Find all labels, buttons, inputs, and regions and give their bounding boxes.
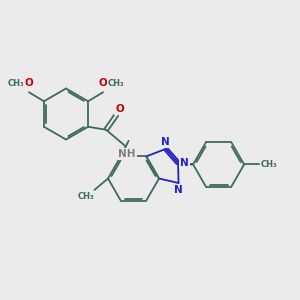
Text: N: N (174, 184, 183, 195)
Text: N: N (161, 137, 170, 147)
Text: CH₃: CH₃ (78, 192, 94, 201)
Text: CH₃: CH₃ (8, 79, 25, 88)
Text: N: N (180, 158, 189, 168)
Text: O: O (25, 78, 33, 88)
Text: O: O (99, 78, 107, 88)
Text: CH₃: CH₃ (260, 160, 277, 169)
Text: NH: NH (118, 149, 136, 159)
Text: O: O (115, 104, 124, 114)
Text: CH₃: CH₃ (107, 79, 124, 88)
